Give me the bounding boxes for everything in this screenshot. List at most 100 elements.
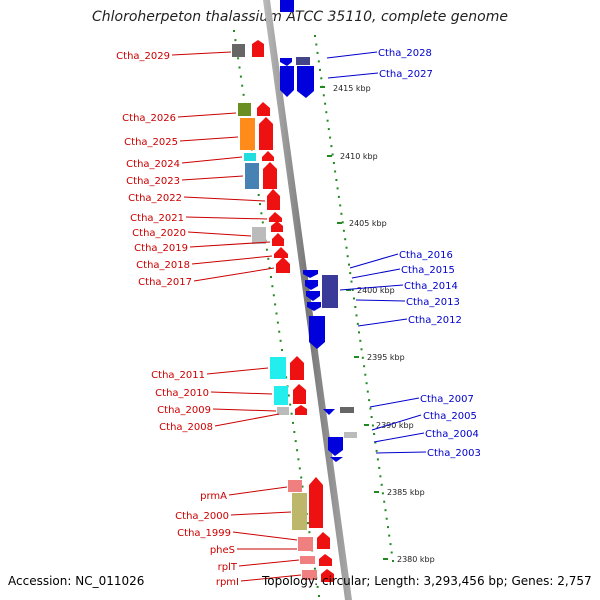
- label-ctha-2009[interactable]: Ctha_2009: [157, 405, 211, 416]
- gene-rpmi-b[interactable]: [321, 569, 334, 582]
- gene-ctha-2027b[interactable]: [297, 66, 314, 98]
- gene-ctha-2029[interactable]: [232, 44, 245, 57]
- gene-ctha-2024b[interactable]: [262, 151, 274, 161]
- gene-ctha-2020[interactable]: [271, 221, 283, 232]
- track-dot: [234, 39, 237, 42]
- gene-ctha-2024[interactable]: [244, 153, 256, 161]
- label-ctha-2004[interactable]: Ctha_2004: [425, 429, 479, 440]
- gene-ctha-2007b[interactable]: [340, 407, 354, 413]
- gene-rplt[interactable]: [300, 556, 315, 564]
- label-ctha-2015[interactable]: Ctha_2015: [401, 265, 455, 276]
- gene-ctha-2026b[interactable]: [257, 102, 270, 116]
- label-ctha-2023[interactable]: Ctha_2023: [126, 176, 180, 187]
- label-ctha-2019[interactable]: Ctha_2019: [134, 243, 188, 254]
- label-ctha-2013[interactable]: Ctha_2013: [406, 297, 460, 308]
- label-ctha-2025[interactable]: Ctha_2025: [124, 137, 178, 148]
- gene-ctha-2016[interactable]: [303, 270, 318, 278]
- track-dot: [316, 585, 319, 588]
- track-dot: [361, 356, 364, 359]
- gene-ctha-2010b[interactable]: [293, 384, 306, 404]
- gene-ctha-2000[interactable]: [309, 477, 323, 528]
- track-dot: [388, 534, 391, 537]
- track-dot: [331, 153, 334, 156]
- gene-ctha-2009[interactable]: [277, 407, 289, 415]
- label-ctha-2027[interactable]: Ctha_2027: [379, 69, 433, 80]
- label-ctha-2014[interactable]: Ctha_2014: [404, 281, 458, 292]
- gene-ctha-2027[interactable]: [280, 66, 294, 97]
- gene-ctha-2009b[interactable]: [295, 405, 307, 415]
- tick-label-2400: 2400 kbp: [357, 286, 395, 295]
- gene-ctha-2025[interactable]: [240, 118, 255, 150]
- label-ctha-2018[interactable]: Ctha_2018: [136, 260, 190, 271]
- gene-ctha-2011b[interactable]: [290, 356, 304, 380]
- label-ctha-2026[interactable]: Ctha_2026: [122, 113, 176, 124]
- gene-ctha-2028b[interactable]: [280, 58, 292, 66]
- gene-ctha-2003[interactable]: [330, 457, 343, 462]
- track-dot: [316, 51, 319, 54]
- label-ctha-2029[interactable]: Ctha_2029: [116, 51, 170, 62]
- label-ctha-2007[interactable]: Ctha_2007: [420, 394, 474, 405]
- tick-2395: [354, 356, 359, 358]
- gene-ctha-2023[interactable]: [245, 163, 259, 189]
- track-dot: [322, 94, 325, 97]
- tick-2410: [327, 155, 332, 157]
- gene-ctha-2014[interactable]: [322, 275, 338, 308]
- gene-ctha-2023b[interactable]: [263, 162, 277, 189]
- label-ctha-2020[interactable]: Ctha_2020: [132, 228, 186, 239]
- label-ctha-2012[interactable]: Ctha_2012: [408, 315, 462, 326]
- gene-rpmi[interactable]: [302, 570, 317, 580]
- label-ctha-2016[interactable]: Ctha_2016: [399, 250, 453, 261]
- gene-phes[interactable]: [298, 537, 313, 551]
- label-ctha-2005[interactable]: Ctha_2005: [423, 411, 477, 422]
- label-ctha-1999[interactable]: Ctha_1999: [177, 528, 231, 539]
- label-rpmi[interactable]: rpmI: [216, 577, 239, 588]
- gene-ctha-2026[interactable]: [238, 103, 251, 116]
- track-dot: [259, 203, 261, 206]
- label-ctha-2000[interactable]: Ctha_2000: [175, 511, 229, 522]
- gene-ctha-2011[interactable]: [270, 357, 286, 379]
- gene-ctha-1999[interactable]: [317, 532, 330, 549]
- track-dot: [356, 322, 359, 325]
- gene-prma-a[interactable]: [288, 480, 302, 492]
- label-ctha-2011[interactable]: Ctha_2011: [151, 370, 205, 381]
- gene-ctha-2021[interactable]: [269, 212, 282, 222]
- gene-ctha-2005[interactable]: [344, 432, 357, 438]
- gene-top[interactable]: [280, 0, 294, 12]
- label-ctha-2003[interactable]: Ctha_2003: [427, 448, 481, 459]
- gene-prma[interactable]: [292, 493, 307, 530]
- gene-ctha-2028[interactable]: [296, 57, 310, 65]
- label-phes[interactable]: pheS: [210, 545, 235, 556]
- gene-ctha-2022[interactable]: [267, 189, 280, 210]
- tick-2415: [320, 86, 325, 88]
- label-ctha-2017[interactable]: Ctha_2017: [138, 277, 192, 288]
- track-dot: [350, 280, 353, 283]
- gene-ctha-2015[interactable]: [305, 280, 318, 290]
- gene-ctha-2025b[interactable]: [259, 117, 273, 150]
- gene-ctha-2007[interactable]: [323, 409, 335, 415]
- gene-ctha-2010[interactable]: [274, 386, 288, 405]
- track-dot: [290, 412, 293, 415]
- gene-ctha-2018[interactable]: [274, 247, 288, 258]
- gene-ctha-2004[interactable]: [328, 437, 343, 456]
- label-prma[interactable]: prmA: [200, 491, 227, 502]
- gene-ctha-2019[interactable]: [272, 233, 284, 246]
- track-dot: [380, 483, 383, 486]
- gene-ctha-2012[interactable]: [309, 316, 325, 349]
- gene-ctha-2017[interactable]: [276, 257, 290, 273]
- scale-ticks: 2415 kbp 2410 kbp 2405 kbp 2400 kbp 2395…: [320, 84, 435, 564]
- label-ctha-2010[interactable]: Ctha_2010: [155, 388, 209, 399]
- gene-ctha-2013b[interactable]: [307, 302, 321, 311]
- label-ctha-2028[interactable]: Ctha_2028: [378, 48, 432, 59]
- gene-ctha-2029b[interactable]: [252, 40, 264, 57]
- gene-ctha-2013[interactable]: [306, 291, 320, 301]
- gene-rplt-b[interactable]: [319, 554, 332, 566]
- label-rplt[interactable]: rplT: [218, 562, 238, 573]
- label-ctha-2008[interactable]: Ctha_2008: [159, 422, 213, 433]
- track-dot: [379, 475, 382, 478]
- label-ctha-2024[interactable]: Ctha_2024: [126, 159, 180, 170]
- track-dot: [381, 492, 384, 495]
- label-ctha-2021[interactable]: Ctha_2021: [130, 213, 184, 224]
- label-ctha-2022[interactable]: Ctha_2022: [128, 193, 182, 204]
- gene-ctha-2020b[interactable]: [252, 227, 266, 244]
